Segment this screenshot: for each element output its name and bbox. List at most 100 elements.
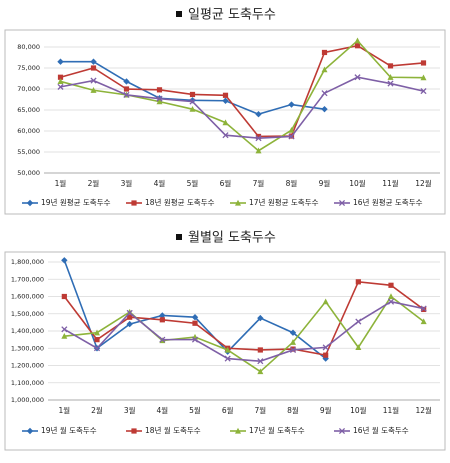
data-point bbox=[354, 43, 361, 49]
data-point bbox=[61, 293, 67, 300]
x-tick-label: 8월 bbox=[286, 178, 298, 188]
title-bullet bbox=[176, 234, 182, 240]
data-point bbox=[94, 329, 100, 336]
y-tick-label: 1,600,000 bbox=[11, 293, 44, 301]
data-point bbox=[420, 318, 427, 325]
x-tick-label: 6월 bbox=[220, 178, 232, 188]
data-point bbox=[323, 352, 329, 358]
data-point bbox=[156, 95, 163, 102]
data-point bbox=[255, 133, 262, 140]
data-point bbox=[224, 346, 231, 353]
data-point bbox=[420, 305, 427, 312]
y-tick-label: 60,000 bbox=[17, 127, 40, 135]
data-point bbox=[387, 80, 394, 87]
data-point bbox=[420, 74, 427, 81]
data-point bbox=[159, 312, 166, 319]
legend-marker bbox=[26, 199, 34, 207]
data-point bbox=[57, 74, 64, 80]
x-tick-label: 11월 bbox=[383, 405, 400, 415]
data-point bbox=[189, 98, 196, 105]
x-tick-label: 2월 bbox=[88, 178, 100, 188]
data-point bbox=[354, 74, 361, 81]
x-tick-label: 7월 bbox=[254, 405, 266, 415]
x-tick-label: 6월 bbox=[222, 405, 234, 415]
chart-title: 일평균 도축두수 bbox=[188, 8, 276, 23]
data-point bbox=[61, 332, 68, 339]
data-point bbox=[355, 279, 361, 285]
series-line bbox=[63, 280, 425, 357]
data-point bbox=[387, 74, 394, 80]
data-point bbox=[289, 346, 297, 354]
data-point bbox=[189, 105, 196, 112]
x-tick-label: 2월 bbox=[91, 405, 103, 415]
data-point bbox=[222, 132, 229, 139]
data-point bbox=[222, 97, 229, 104]
data-point bbox=[123, 86, 130, 92]
data-point bbox=[321, 90, 328, 97]
chart-frame bbox=[4, 29, 446, 215]
data-point bbox=[156, 87, 163, 93]
legend-marker bbox=[131, 200, 137, 206]
data-point bbox=[90, 77, 97, 84]
data-point bbox=[255, 111, 262, 118]
data-point bbox=[388, 293, 394, 300]
data-point bbox=[57, 83, 64, 90]
data-point bbox=[189, 97, 196, 104]
data-point bbox=[387, 298, 395, 305]
legend-label: 18년 월 도축두수 bbox=[145, 425, 201, 435]
data-point bbox=[224, 355, 231, 362]
x-tick-label: 7월 bbox=[253, 178, 265, 188]
data-point bbox=[257, 347, 263, 353]
data-point bbox=[61, 326, 68, 333]
data-point bbox=[290, 339, 296, 345]
data-point bbox=[355, 318, 362, 325]
legend-marker bbox=[235, 427, 241, 434]
data-point bbox=[192, 320, 198, 326]
y-tick-label: 1,200,000 bbox=[11, 362, 44, 370]
series-line bbox=[64, 295, 425, 373]
y-tick-label: 70,000 bbox=[17, 85, 40, 93]
legend-label: 16년 원평균 도축두수 bbox=[353, 197, 423, 207]
legend-marker bbox=[131, 428, 137, 434]
data-point bbox=[257, 368, 264, 375]
y-tick-label: 1,100,000 bbox=[11, 379, 44, 387]
chart-frame bbox=[4, 251, 446, 451]
y-tick-label: 75,000 bbox=[17, 64, 40, 72]
x-tick-label: 5월 bbox=[189, 405, 201, 415]
data-point bbox=[126, 320, 133, 328]
x-tick-label: 9월 bbox=[320, 405, 332, 415]
data-point bbox=[288, 101, 295, 108]
series-line bbox=[63, 300, 424, 362]
x-tick-label: 1월 bbox=[58, 405, 70, 415]
data-point bbox=[123, 78, 130, 85]
data-point bbox=[321, 105, 328, 113]
data-point bbox=[289, 329, 297, 336]
legend-marker bbox=[338, 199, 346, 207]
data-point bbox=[387, 63, 394, 69]
data-point bbox=[388, 282, 394, 288]
data-point bbox=[191, 336, 199, 343]
data-point bbox=[57, 58, 64, 65]
data-point bbox=[321, 49, 328, 56]
data-point bbox=[123, 91, 130, 98]
x-tick-label: 5월 bbox=[187, 178, 199, 188]
data-point bbox=[57, 78, 64, 85]
y-tick-label: 1,000,000 bbox=[11, 396, 44, 404]
data-point bbox=[191, 314, 199, 321]
data-point bbox=[127, 314, 133, 320]
data-point bbox=[255, 147, 262, 154]
data-point bbox=[420, 60, 427, 66]
legend-label: 19년 원평균 도축두수 bbox=[41, 197, 111, 207]
y-tick-label: 1,700,000 bbox=[11, 275, 44, 283]
x-tick-label: 10월 bbox=[350, 405, 367, 415]
data-point bbox=[420, 88, 427, 95]
y-tick-label: 1,400,000 bbox=[11, 327, 44, 335]
y-tick-label: 1,300,000 bbox=[11, 344, 44, 352]
legend-label: 17년 월 도축두수 bbox=[249, 425, 305, 435]
series-line bbox=[60, 76, 424, 139]
legend-marker bbox=[26, 427, 34, 435]
data-point bbox=[94, 337, 100, 343]
x-tick-label: 10월 bbox=[349, 178, 366, 188]
